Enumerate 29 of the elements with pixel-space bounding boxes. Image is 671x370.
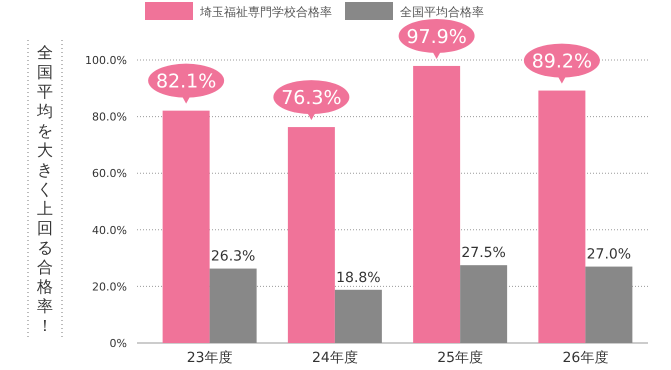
bar bbox=[413, 66, 460, 343]
bar bbox=[538, 90, 586, 343]
x-tick-label: 26年度 bbox=[562, 350, 608, 366]
bar bbox=[162, 110, 210, 343]
y-tick-label: 20.0% bbox=[92, 280, 127, 294]
y-tick-label: 40.0% bbox=[92, 224, 127, 237]
x-tick-label: 24年度 bbox=[312, 350, 358, 366]
legend-label: 埼玉福祉専門学校合格率 bbox=[199, 5, 332, 19]
y-tick-label: 60.0% bbox=[92, 167, 127, 180]
text: 全国平均を大きく上回る合格率！ bbox=[37, 43, 53, 335]
y-tick-label: 0% bbox=[110, 337, 127, 350]
legend-label: 全国平均合格率 bbox=[400, 5, 484, 19]
bar bbox=[334, 290, 382, 343]
bar bbox=[460, 265, 508, 343]
data-label: 82.1% bbox=[156, 70, 216, 93]
data-label: 26.3% bbox=[210, 248, 256, 265]
y-tick-label: 80.0% bbox=[92, 110, 127, 124]
y-tick-label: 100.0% bbox=[85, 54, 127, 67]
data-label: 27.5% bbox=[461, 245, 506, 262]
bar bbox=[288, 127, 335, 343]
data-label: 97.9% bbox=[406, 26, 467, 48]
x-tick-label: 23年度 bbox=[186, 350, 233, 366]
data-label: 27.0% bbox=[586, 246, 632, 263]
bar bbox=[210, 268, 257, 343]
bar bbox=[585, 266, 632, 343]
data-label: 76.3% bbox=[281, 87, 342, 110]
data-label: 18.8% bbox=[336, 270, 381, 286]
data-label: 89.2% bbox=[532, 50, 592, 73]
x-tick-label: 25年度 bbox=[437, 350, 484, 366]
